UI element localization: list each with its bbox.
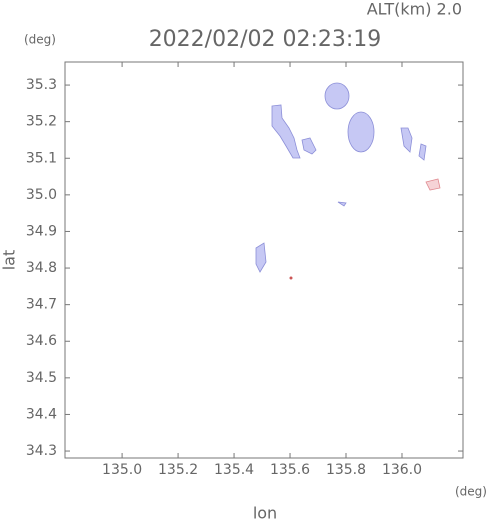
x-tick-label: 135.8 [326,462,366,478]
y-axis-label: lat [0,250,19,271]
y-unit: (deg) [24,33,56,47]
echo [400,127,413,153]
chart-title: 2022/02/02 02:23:19 [149,27,382,52]
y-tick-label: 34.5 [26,370,57,386]
y-tick-label: 35.3 [26,77,57,93]
y-tick-label: 34.6 [26,333,57,349]
echo [337,201,347,207]
y-tick-label: 34.8 [26,260,57,276]
echo-areas [255,82,441,280]
y-tick-label: 34.4 [26,406,57,422]
echo [271,104,301,159]
y-tick-label: 34.7 [26,297,57,313]
y-tick-label: 35.2 [26,114,57,130]
echo [425,178,441,191]
y-tick-label: 34.9 [26,223,57,239]
echo [347,111,375,153]
y-tick-label: 34.3 [26,443,57,459]
echo [255,242,267,273]
echo [324,82,350,110]
echo [418,143,427,161]
y-tick-label: 35.0 [26,187,57,203]
x-tick-label: 135.6 [270,462,310,478]
x-tick-label: 135.4 [214,462,254,478]
echo [289,276,293,280]
y-tick-label: 35.1 [26,150,57,166]
x-tick-label: 135.0 [102,462,142,478]
plot-frame [64,61,464,459]
x-unit: (deg) [455,485,487,499]
echo [301,137,317,155]
x-axis-label: lon [253,504,277,521]
x-tick-label: 136.0 [382,462,422,478]
x-tick-label: 135.2 [158,462,198,478]
altitude-label: ALT(km) 2.0 [367,0,462,19]
